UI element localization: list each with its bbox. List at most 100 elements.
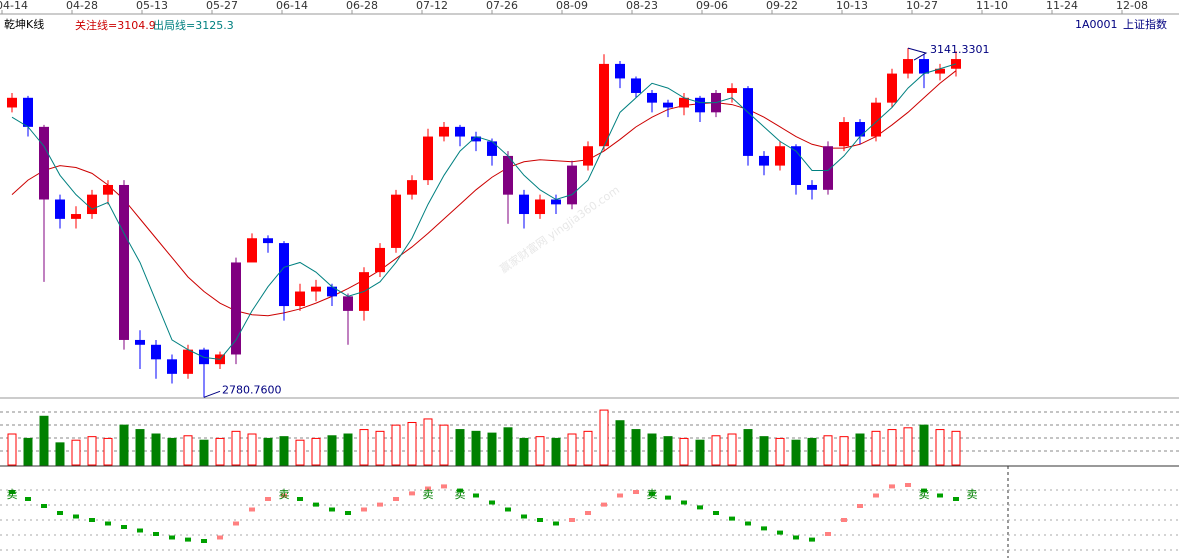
candle-body	[903, 59, 913, 74]
indicator-mark	[153, 532, 159, 536]
candle-body	[471, 136, 481, 142]
date-label: 06-28	[346, 0, 378, 12]
indicator-mark	[457, 488, 463, 493]
candle-body	[503, 155, 513, 195]
indicator-mark	[217, 535, 223, 540]
candle-body	[455, 126, 465, 137]
volume-bar	[951, 430, 961, 466]
volume-bar	[503, 427, 513, 466]
indicator-mark	[857, 504, 863, 508]
volume-bar	[823, 435, 833, 466]
indicator-mark	[41, 504, 47, 508]
volume-bar	[23, 437, 33, 466]
volume-bar	[199, 439, 209, 466]
indicator-mark	[681, 500, 687, 505]
candle-body	[887, 73, 897, 103]
candle-body	[7, 97, 17, 108]
ma-short-line	[11, 63, 957, 360]
indicator-mark	[233, 521, 239, 526]
volume-bar	[695, 439, 705, 466]
candle-body	[727, 88, 737, 93]
chart-title: 乾坤K线	[4, 17, 44, 31]
indicator-mark	[921, 488, 927, 493]
indicator-mark	[905, 483, 911, 487]
candle-body	[775, 146, 785, 166]
candle-body	[103, 184, 113, 195]
indicator-mark	[473, 493, 479, 498]
candle-body	[439, 126, 449, 137]
candle-body	[151, 344, 161, 360]
candle-body	[55, 199, 65, 219]
volume-bar	[119, 424, 129, 466]
indicator-mark	[9, 490, 15, 494]
indicator-mark	[281, 493, 287, 498]
volume-bar	[583, 430, 593, 466]
volume-bar	[807, 437, 817, 466]
volume-bar	[391, 424, 401, 466]
candle-body	[599, 63, 609, 147]
candle-body	[183, 349, 193, 374]
volume-bar	[519, 437, 529, 466]
candle-body	[263, 238, 273, 244]
volume-bar	[615, 420, 625, 466]
candle-body	[279, 243, 289, 307]
candle-body	[679, 97, 689, 108]
volume-bar	[103, 437, 113, 466]
indicator-mark	[809, 537, 815, 542]
volume-bar	[935, 429, 945, 466]
indicator-mark	[137, 528, 143, 533]
volume-bar	[407, 421, 417, 466]
indicator-mark	[537, 518, 543, 522]
date-label: 09-06	[696, 0, 728, 12]
volume-bar	[247, 433, 257, 466]
date-label: 04-14	[0, 0, 28, 12]
volume-bar	[71, 439, 81, 466]
candle-body	[167, 359, 177, 374]
volume-bar	[775, 437, 785, 466]
volume-bar	[903, 427, 913, 466]
candle-body	[743, 88, 753, 156]
volume-bar	[743, 429, 753, 466]
volume-bar	[279, 436, 289, 466]
indicator-mark	[297, 497, 303, 501]
date-label: 05-27	[206, 0, 238, 12]
candle-body	[567, 165, 577, 205]
indicator-mark	[361, 507, 367, 512]
volume-bar	[855, 433, 865, 466]
indicator-mark	[585, 511, 591, 515]
indicator-mark	[441, 484, 447, 489]
volume-bar	[567, 433, 577, 466]
sell-signal: 卖	[7, 488, 18, 501]
indicator-mark	[873, 493, 879, 498]
candle-body	[375, 247, 385, 273]
indicator-mark	[57, 511, 63, 515]
indicator-mark	[793, 535, 799, 540]
volume-bar	[343, 433, 353, 466]
volume-bar	[327, 435, 337, 466]
indicator-mark	[169, 535, 175, 540]
candle-body	[231, 262, 241, 355]
high-label: 3141.3301	[930, 43, 990, 56]
candle-body	[343, 296, 353, 311]
sell-signal: 卖	[647, 488, 658, 501]
volume-bar	[359, 429, 369, 466]
indicator-mark	[25, 497, 31, 501]
candle-body	[391, 194, 401, 248]
indicator-mark	[841, 518, 847, 522]
high-pointer	[907, 47, 928, 61]
volume-bar	[759, 436, 769, 466]
indicator-mark	[649, 491, 655, 496]
date-label: 12-08	[1116, 0, 1148, 12]
date-label: 11-10	[976, 0, 1008, 12]
indicator-mark	[665, 495, 671, 500]
volume-bar	[599, 409, 609, 466]
indicator-mark	[505, 507, 511, 512]
volume-bar	[487, 432, 497, 466]
indicator-mark	[777, 530, 783, 535]
indicator-mark	[345, 511, 351, 515]
candle-body	[551, 199, 561, 205]
indicator-mark	[761, 526, 767, 531]
indicator-mark	[697, 505, 703, 510]
indicator-mark	[569, 518, 575, 522]
